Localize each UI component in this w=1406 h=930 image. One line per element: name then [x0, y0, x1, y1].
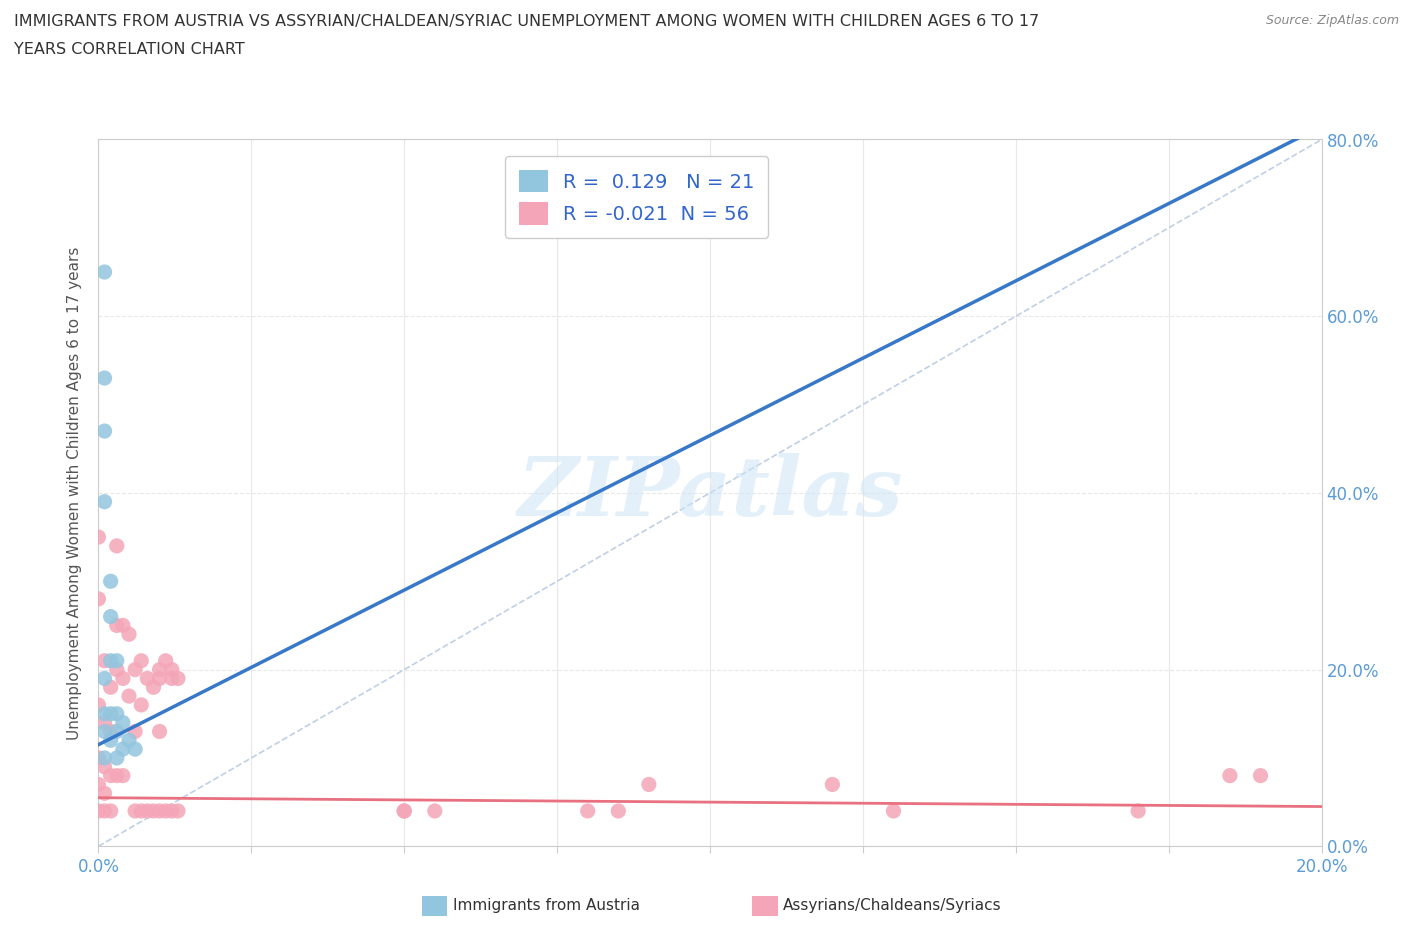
- Point: [93, 759, 115, 774]
- Point: [142, 804, 165, 818]
- Point: [93, 653, 115, 668]
- Point: [100, 574, 122, 589]
- Point: [93, 371, 115, 386]
- Point: [100, 768, 122, 783]
- Point: [1249, 768, 1271, 783]
- Point: [87, 751, 110, 765]
- Point: [93, 707, 115, 722]
- Point: [124, 662, 146, 677]
- Point: [93, 671, 115, 686]
- Point: [111, 742, 134, 757]
- Point: [118, 733, 141, 748]
- Point: [129, 698, 152, 712]
- Point: [392, 804, 416, 818]
- Point: [105, 768, 128, 783]
- Point: [100, 804, 122, 818]
- Legend: R =  0.129   N = 21, R = -0.021  N = 56: R = 0.129 N = 21, R = -0.021 N = 56: [505, 156, 768, 238]
- Text: Immigrants from Austria: Immigrants from Austria: [453, 898, 640, 913]
- Point: [576, 804, 599, 818]
- Point: [93, 724, 115, 738]
- Point: [111, 715, 134, 730]
- Point: [93, 265, 115, 280]
- Point: [160, 671, 183, 686]
- Point: [821, 777, 844, 792]
- Point: [105, 751, 128, 765]
- Point: [105, 538, 128, 553]
- Text: Source: ZipAtlas.com: Source: ZipAtlas.com: [1265, 14, 1399, 27]
- Point: [111, 768, 134, 783]
- Point: [105, 653, 128, 668]
- Y-axis label: Unemployment Among Women with Children Ages 6 to 17 years: Unemployment Among Women with Children A…: [67, 246, 83, 739]
- Point: [87, 530, 110, 545]
- Point: [160, 804, 183, 818]
- Point: [149, 671, 172, 686]
- Point: [105, 707, 128, 722]
- Point: [167, 804, 190, 818]
- Point: [105, 662, 128, 677]
- Point: [637, 777, 661, 792]
- Point: [87, 777, 110, 792]
- Point: [124, 742, 146, 757]
- Point: [111, 618, 134, 633]
- Point: [100, 724, 122, 738]
- Point: [129, 653, 152, 668]
- Point: [93, 424, 115, 439]
- Point: [111, 671, 134, 686]
- Point: [149, 724, 172, 738]
- Point: [136, 804, 159, 818]
- Point: [136, 671, 159, 686]
- Point: [100, 609, 122, 624]
- Point: [87, 804, 110, 818]
- Text: Assyrians/Chaldeans/Syriacs: Assyrians/Chaldeans/Syriacs: [783, 898, 1001, 913]
- Point: [118, 688, 141, 704]
- Point: [149, 804, 172, 818]
- Point: [1128, 804, 1150, 818]
- Point: [124, 804, 146, 818]
- Point: [423, 804, 446, 818]
- Point: [1219, 768, 1241, 783]
- Point: [93, 751, 115, 765]
- Text: IMMIGRANTS FROM AUSTRIA VS ASSYRIAN/CHALDEAN/SYRIAC UNEMPLOYMENT AMONG WOMEN WIT: IMMIGRANTS FROM AUSTRIA VS ASSYRIAN/CHAL…: [14, 14, 1039, 29]
- Point: [149, 662, 172, 677]
- Point: [100, 653, 122, 668]
- Point: [100, 733, 122, 748]
- Text: YEARS CORRELATION CHART: YEARS CORRELATION CHART: [14, 42, 245, 57]
- Point: [100, 707, 122, 722]
- Point: [155, 653, 177, 668]
- Point: [105, 618, 128, 633]
- Point: [124, 724, 146, 738]
- Point: [93, 786, 115, 801]
- Point: [129, 804, 152, 818]
- Point: [87, 698, 110, 712]
- Point: [160, 662, 183, 677]
- Point: [883, 804, 905, 818]
- Point: [93, 495, 115, 510]
- Point: [118, 627, 141, 642]
- Point: [93, 804, 115, 818]
- Point: [100, 680, 122, 695]
- Point: [155, 804, 177, 818]
- Point: [392, 804, 416, 818]
- Point: [607, 804, 630, 818]
- Point: [105, 724, 128, 738]
- Point: [142, 680, 165, 695]
- Point: [87, 591, 110, 606]
- Point: [93, 715, 115, 730]
- Point: [167, 671, 190, 686]
- Text: ZIPatlas: ZIPatlas: [517, 453, 903, 533]
